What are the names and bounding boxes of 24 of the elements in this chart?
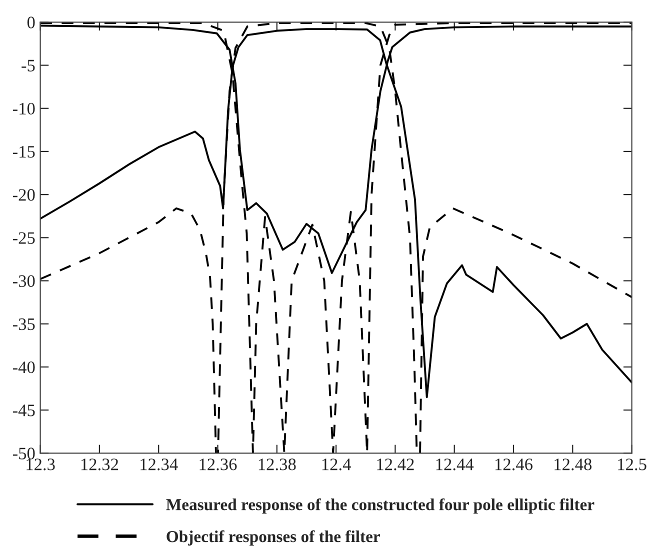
x-tick-label: 12.3 — [26, 458, 55, 470]
y-tick-label: -30 — [12, 275, 35, 287]
y-tick-label: -20 — [12, 189, 35, 201]
y-tick-label: -25 — [12, 232, 35, 244]
y-tick-label: -45 — [12, 404, 35, 416]
y-tick-label: 0 — [27, 16, 35, 28]
y-tick-label: -5 — [22, 60, 35, 72]
x-tick-label: 12.44 — [436, 458, 474, 470]
x-tick-label: 12.34 — [140, 458, 178, 470]
x-tick-label: 12.42 — [377, 458, 414, 470]
y-tick-label: -10 — [12, 102, 35, 115]
legend-label: Measured response of the constructed four pole elliptic filter — [166, 498, 594, 514]
legend-label: Objectif responses of the filter — [166, 530, 380, 546]
x-tick-label: 12.48 — [554, 458, 592, 470]
x-tick-label: 12.4 — [322, 458, 351, 470]
x-tick-label: 12.36 — [200, 458, 237, 470]
y-tick-label: -35 — [12, 318, 35, 330]
y-tick-label: -50 — [12, 448, 35, 460]
x-tick-label: 12.32 — [81, 458, 118, 470]
y-tick-label: -40 — [12, 361, 35, 374]
x-tick-label: 12.38 — [258, 458, 296, 470]
x-tick-label: 12.46 — [495, 458, 533, 470]
x-tick-label: 12.5 — [618, 458, 646, 470]
y-tick-label: -15 — [12, 146, 35, 158]
